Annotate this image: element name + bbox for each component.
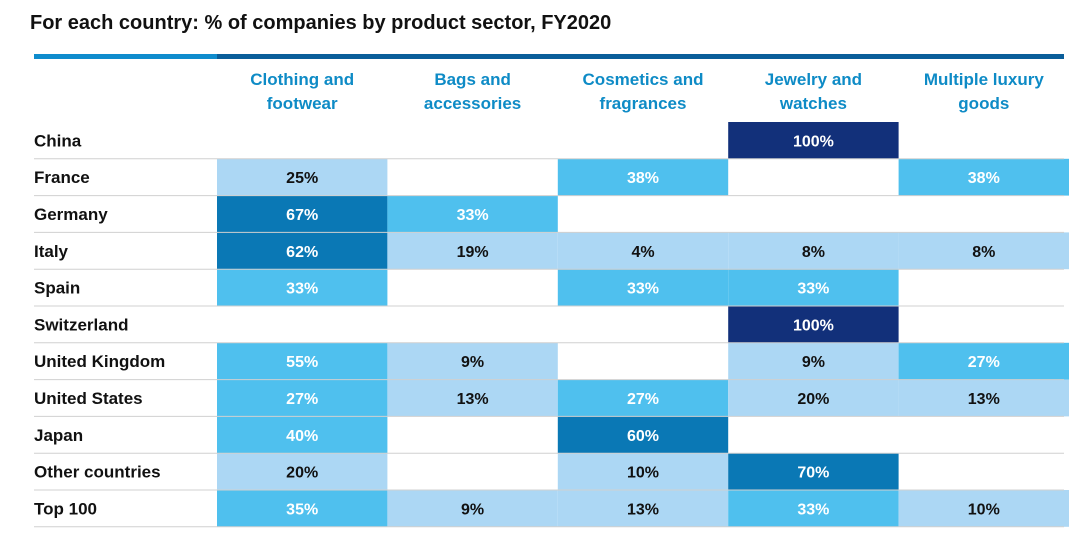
cell-label: 27% [286, 391, 318, 408]
cell-label: 100% [793, 317, 834, 334]
row-label: Germany [34, 205, 108, 224]
cell-label: 33% [797, 501, 829, 518]
row-label: Spain [34, 279, 80, 298]
column-header: Multiple luxury [924, 70, 1045, 89]
column-header: accessories [424, 94, 521, 113]
heatmap-cell [217, 342, 388, 380]
heatmap-cell [387, 342, 558, 380]
heatmap-cell [898, 158, 1069, 196]
cell-label: 38% [627, 170, 659, 187]
heatmap-cell [728, 306, 899, 343]
column-header: goods [958, 94, 1009, 113]
cell-label: 13% [627, 501, 659, 518]
heatmap-cell [217, 490, 388, 527]
row-label: Japan [34, 426, 83, 445]
row-label: Switzerland [34, 315, 128, 334]
row-label: China [34, 131, 82, 150]
cell-label: 55% [286, 354, 318, 371]
heatmap-cell [728, 269, 899, 306]
chart-title: For each country: % of companies by prod… [30, 12, 612, 34]
row-label: United Kingdom [34, 352, 165, 371]
cell-label: 33% [286, 281, 318, 298]
column-header: watches [779, 94, 847, 113]
cell-label: 33% [457, 207, 489, 224]
heatmap-cell [557, 269, 729, 306]
cell-label: 38% [968, 170, 1000, 187]
column-header: fragrances [600, 94, 687, 113]
cell-label: 8% [972, 244, 995, 261]
cell-label: 40% [286, 428, 318, 445]
cell-label: 9% [802, 354, 825, 371]
heatmap-cell [387, 195, 558, 233]
heatmap-cell [217, 195, 388, 233]
cell-label: 13% [968, 391, 1000, 408]
cell-label: 8% [802, 244, 825, 261]
cell-label: 27% [627, 391, 659, 408]
row-label: Italy [34, 242, 69, 261]
cell-label: 33% [797, 281, 829, 298]
cell-label: 19% [457, 244, 489, 261]
heatmap-cell [557, 379, 729, 417]
heatmap-cell [217, 232, 388, 270]
cell-label: 62% [286, 244, 318, 261]
header-rule [34, 54, 1064, 59]
heatmap-cell [728, 232, 899, 270]
cell-label: 10% [627, 465, 659, 482]
column-header: Bags and [434, 70, 511, 89]
heatmap-cell [557, 490, 729, 527]
cell-label: 33% [627, 281, 659, 298]
heatmap-cell [557, 416, 729, 454]
cell-label: 67% [286, 207, 318, 224]
heatmap-cell [387, 490, 558, 527]
heatmap-cell [557, 158, 729, 196]
heatmap-cell [728, 453, 899, 490]
column-header: Clothing and [250, 70, 354, 89]
heatmap-cell [217, 269, 388, 306]
cell-label: 4% [631, 244, 654, 261]
heatmap-cell [217, 379, 388, 417]
row-label: Top 100 [34, 499, 97, 518]
header-rule-accent [34, 54, 217, 59]
heatmap-cell [728, 379, 899, 417]
column-header: Cosmetics and [583, 70, 704, 89]
cell-label: 25% [286, 170, 318, 187]
heatmap-cell [898, 342, 1069, 380]
heatmap-cell [387, 379, 558, 417]
cell-label: 20% [797, 391, 829, 408]
row-label: France [34, 168, 90, 187]
heatmap-cell [217, 416, 388, 454]
heatmap-cell [728, 122, 899, 159]
heatmap-cell [557, 232, 729, 270]
cell-label: 27% [968, 354, 1000, 371]
cell-label: 100% [793, 133, 834, 150]
column-header: Jewelry and [765, 70, 862, 89]
cell-label: 13% [457, 391, 489, 408]
heatmap-cell [728, 490, 899, 527]
heatmap-cell [217, 158, 388, 196]
heatmap-cell [557, 453, 729, 490]
row-label: United States [34, 389, 143, 408]
cell-label: 20% [286, 465, 318, 482]
column-header: footwear [267, 94, 338, 113]
heatmap-cell [898, 232, 1069, 270]
heatmap-cell [217, 453, 388, 490]
cell-label: 60% [627, 428, 659, 445]
cell-label: 35% [286, 501, 318, 518]
cell-label: 10% [968, 501, 1000, 518]
cell-label: 9% [461, 354, 484, 371]
heatmap-cell [898, 379, 1069, 417]
cell-label: 70% [797, 465, 829, 482]
heatmap-cell [728, 342, 899, 380]
heatmap-cell [898, 490, 1069, 527]
cell-label: 9% [461, 501, 484, 518]
heatmap-cell [387, 232, 558, 270]
row-label: Other countries [34, 463, 161, 482]
